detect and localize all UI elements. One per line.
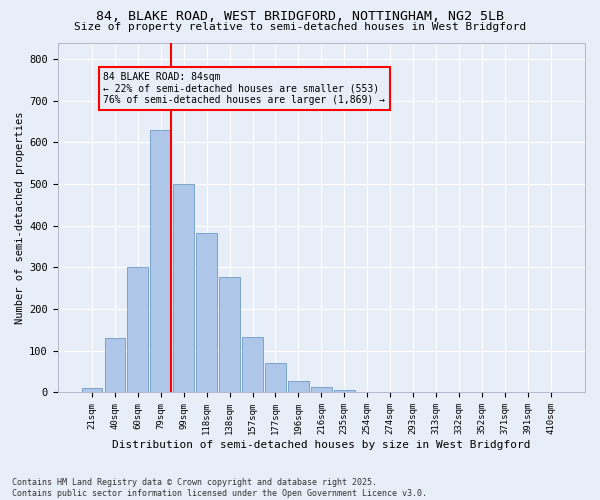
Text: Contains HM Land Registry data © Crown copyright and database right 2025.
Contai: Contains HM Land Registry data © Crown c… — [12, 478, 427, 498]
Bar — [196, 233, 217, 392]
Bar — [265, 364, 286, 392]
Bar — [219, 276, 240, 392]
Y-axis label: Number of semi-detached properties: Number of semi-detached properties — [15, 111, 25, 324]
X-axis label: Distribution of semi-detached houses by size in West Bridgford: Distribution of semi-detached houses by … — [112, 440, 530, 450]
Text: Size of property relative to semi-detached houses in West Bridgford: Size of property relative to semi-detach… — [74, 22, 526, 32]
Bar — [311, 388, 332, 392]
Bar — [242, 337, 263, 392]
Bar — [334, 390, 355, 392]
Bar — [127, 268, 148, 392]
Bar — [104, 338, 125, 392]
Text: 84 BLAKE ROAD: 84sqm
← 22% of semi-detached houses are smaller (553)
76% of semi: 84 BLAKE ROAD: 84sqm ← 22% of semi-detac… — [103, 72, 385, 105]
Bar — [173, 184, 194, 392]
Text: 84, BLAKE ROAD, WEST BRIDGFORD, NOTTINGHAM, NG2 5LB: 84, BLAKE ROAD, WEST BRIDGFORD, NOTTINGH… — [96, 10, 504, 23]
Bar — [82, 388, 102, 392]
Bar — [151, 130, 171, 392]
Bar — [288, 381, 309, 392]
